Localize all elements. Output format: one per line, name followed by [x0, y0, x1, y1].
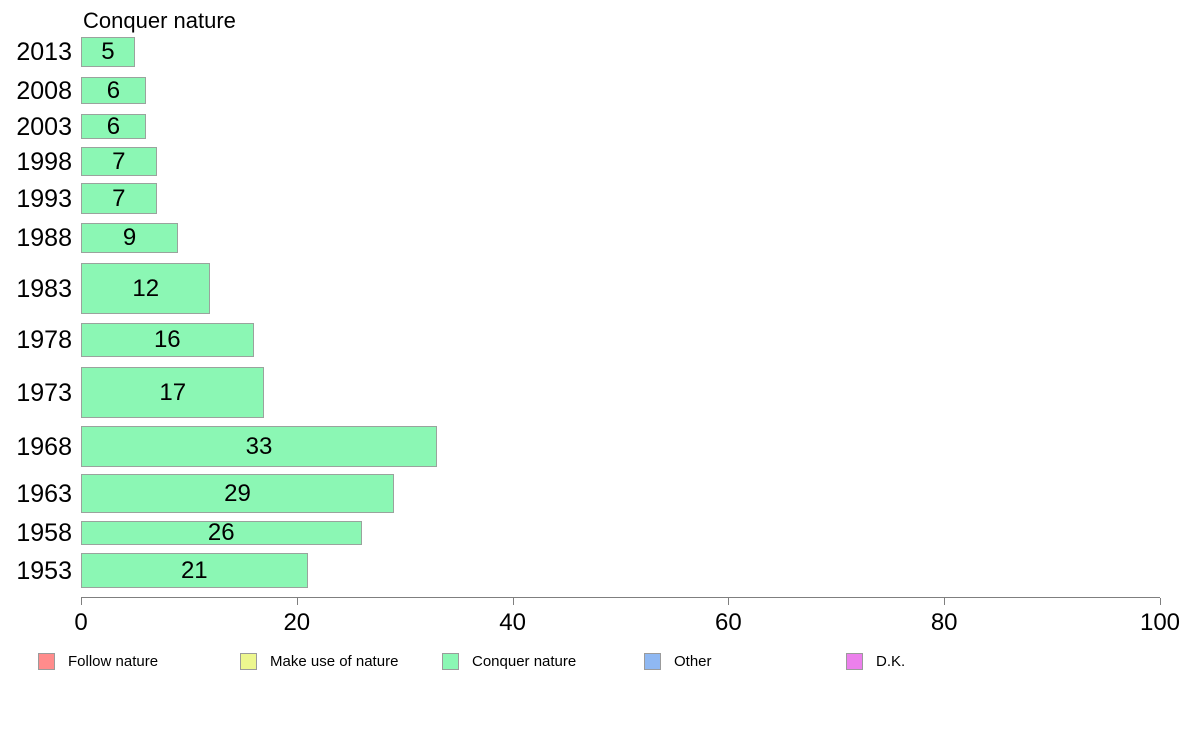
- legend-item: D.K.: [846, 651, 905, 671]
- bar-value-label: 17: [159, 378, 187, 406]
- bar-value-label: 21: [180, 556, 208, 584]
- bar-value-label: 7: [112, 184, 126, 212]
- y-axis-label: 1993: [16, 184, 72, 213]
- bar-value-label: 16: [153, 326, 181, 353]
- bar: 12: [81, 263, 211, 314]
- legend-swatch-conquer-nature: [442, 652, 459, 670]
- bar: 6: [81, 112, 146, 140]
- legend-item: Other: [644, 651, 712, 671]
- bar: 9: [81, 223, 179, 253]
- x-axis-tick-label: 40: [499, 609, 526, 636]
- bar: 7: [81, 183, 157, 214]
- bar: 17: [81, 367, 265, 418]
- legend-swatch-follow-nature: [38, 652, 55, 670]
- bar-value-label: 9: [122, 224, 137, 251]
- x-axis-tick: [296, 598, 298, 605]
- legend-label: Make use of nature: [270, 652, 399, 670]
- x-axis-line: [81, 597, 1160, 598]
- y-axis-label: 1958: [16, 519, 72, 547]
- x-axis-tick: [1160, 598, 1161, 605]
- y-axis-label: 2003: [16, 112, 72, 141]
- x-axis-tick-label: 60: [715, 609, 742, 636]
- y-axis-label: 2008: [16, 76, 72, 105]
- legend-label: Other: [674, 652, 712, 670]
- bar: 21: [81, 553, 308, 588]
- y-axis-label: 1978: [16, 326, 72, 354]
- bar: 26: [81, 519, 362, 546]
- legend-swatch-other: [644, 652, 661, 670]
- x-axis-tick-label: 20: [283, 609, 311, 636]
- x-axis-tick: [512, 598, 514, 605]
- legend-item: Conquer nature: [442, 651, 576, 671]
- y-axis-label: 1998: [16, 147, 72, 176]
- bar-value-label: 6: [106, 112, 121, 140]
- bar: 7: [81, 147, 157, 176]
- x-axis-tick-label: 100: [1139, 609, 1181, 636]
- x-axis-tick: [81, 598, 82, 605]
- y-axis-label: 1953: [16, 556, 72, 585]
- bar: 33: [81, 426, 438, 467]
- bar: 6: [81, 77, 146, 104]
- y-axis-label: 1988: [16, 224, 72, 252]
- x-axis-tick-label: 0: [74, 609, 88, 636]
- bar-value-label: 12: [132, 274, 160, 302]
- legend-item: Make use of nature: [240, 651, 398, 671]
- y-axis-label: 2013: [16, 38, 72, 66]
- x-axis-tick: [728, 598, 730, 605]
- bar: 16: [81, 323, 254, 357]
- bar-value-label: 26: [207, 519, 235, 546]
- chart-title: Conquer nature: [83, 8, 236, 33]
- legend-label: Follow nature: [68, 652, 159, 670]
- y-axis-label: 1968: [16, 432, 72, 461]
- bar: 29: [81, 474, 394, 513]
- bar-value-label: 29: [224, 479, 251, 507]
- legend-label: Conquer nature: [472, 652, 577, 670]
- bar-value-label: 7: [112, 147, 126, 175]
- x-axis-tick-label: 80: [930, 609, 958, 636]
- y-axis-label: 1983: [16, 274, 72, 303]
- legend-swatch-d-k-: [846, 652, 863, 670]
- bar-value-label: 5: [101, 38, 115, 65]
- legend-item: Follow nature: [38, 651, 158, 671]
- legend-swatch-make-use-of-nature: [240, 652, 257, 670]
- legend-label: D.K.: [876, 652, 906, 670]
- bar-value-label: 6: [106, 76, 121, 104]
- y-axis-label: 1963: [16, 479, 72, 508]
- x-axis-tick: [944, 598, 946, 605]
- bar-value-label: 33: [245, 432, 273, 460]
- bar: 5: [81, 37, 135, 67]
- y-axis-label: 1973: [16, 378, 72, 407]
